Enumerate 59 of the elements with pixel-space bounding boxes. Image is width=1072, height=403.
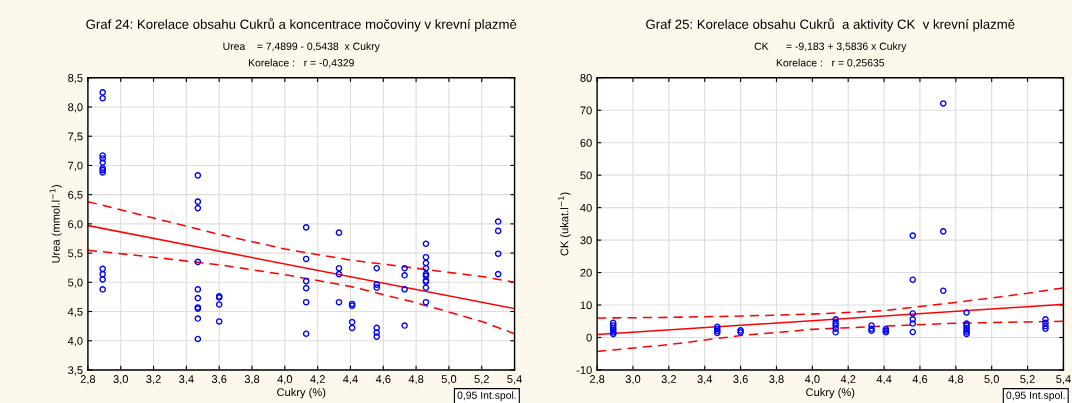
chart-subtitle: CK = -9,183 + 3,5836 x Cukry Korelace : r = 0,25635	[754, 42, 907, 68]
y-tick-label: 20	[580, 268, 592, 277]
text: 0,95 Int.spol.	[1006, 391, 1065, 401]
y-tick-label: 5,5	[68, 249, 83, 259]
y-tick-label: 60	[580, 138, 592, 147]
x-tick-label: 4,8	[408, 375, 424, 385]
x-tick-label: 5,2	[474, 375, 489, 385]
x-tick-label: 2,8	[80, 375, 96, 385]
y-tick-label: 80	[580, 74, 592, 82]
y-tick-label: 0	[586, 333, 592, 342]
x-tick-label: 5,0	[984, 375, 999, 385]
y-tick-label: 10	[580, 301, 592, 310]
x-tick-label: 3,8	[769, 375, 784, 385]
x-tick-label: 3,0	[625, 375, 641, 385]
chart-title: Graf 24: Korelace obsahu Cukrů a koncentrace močoviny v krevní plazmě	[86, 18, 517, 32]
x-axis-title: Cukry (%)	[806, 387, 855, 399]
y-tick-label: 70	[580, 106, 592, 115]
y-tick-label: 6,0	[68, 220, 83, 230]
x-tick-label: 2,8	[589, 375, 605, 385]
x-tick-label: 4,0	[804, 375, 820, 385]
y-axis-title: CK (ukat.l$^{−1}$)	[558, 192, 571, 256]
x-tick-label: 4,4	[876, 375, 892, 385]
x-tick-label: 3,0	[113, 375, 129, 385]
x-tick-label: 4,2	[840, 375, 856, 385]
x-tick-label: 4,0	[277, 375, 293, 385]
y-tick-label: 4,5	[67, 307, 83, 317]
text: 0,95 Int.spol.	[457, 391, 516, 401]
x-tick-label: 3,6	[733, 375, 748, 385]
x-tick-label: 5,0	[441, 375, 457, 385]
x-tick-label: 3,2	[146, 375, 161, 385]
x-tick-label: 5,4	[1056, 375, 1071, 385]
y-tick-label: 30	[580, 236, 592, 245]
x-tick-label: 4,4	[342, 375, 358, 385]
y-tick-label: 7,0	[68, 161, 83, 171]
x-tick-label: 5,4	[507, 375, 522, 385]
y-tick-label: 50	[580, 171, 592, 180]
y-tick-label: 40	[580, 203, 592, 212]
x-tick-label: 3,2	[661, 375, 677, 385]
chart-title: Graf 25: Korelace obsahu Cukrů a aktivity CK v krevní plazmě	[646, 18, 1015, 32]
chart-subtitle: Urea = 7,4899 - 0,5438 x Cukry Korelace : r = -0,4329	[223, 42, 380, 68]
y-tick-label: 7,5	[68, 132, 83, 142]
x-tick-label: 4,8	[948, 375, 964, 385]
y-tick-label: 3,5	[68, 366, 83, 376]
x-tick-label: 4,6	[375, 375, 391, 385]
x-tick-label: 3,8	[244, 375, 260, 385]
y-tick-label: 5,0	[68, 278, 83, 288]
y-axis-title: Urea (mmol.l$^{−1}$)	[49, 185, 62, 263]
x-tick-label: 3,6	[211, 375, 227, 385]
x-tick-label: 4,6	[912, 375, 928, 385]
y-tick-label: 6,5	[68, 190, 83, 201]
y-tick-label: 4,0	[67, 337, 83, 347]
y-tick-label: -10	[576, 366, 592, 375]
x-tick-label: 4,2	[310, 375, 325, 385]
x-tick-label: 3,4	[179, 375, 194, 385]
y-tick-label: 8,0	[68, 103, 83, 113]
x-axis-title: Cukry (%)	[277, 387, 326, 399]
y-tick-label: 8,5	[68, 74, 83, 84]
x-tick-label: 5,2	[1020, 375, 1035, 385]
x-tick-label: 3,4	[697, 375, 713, 385]
